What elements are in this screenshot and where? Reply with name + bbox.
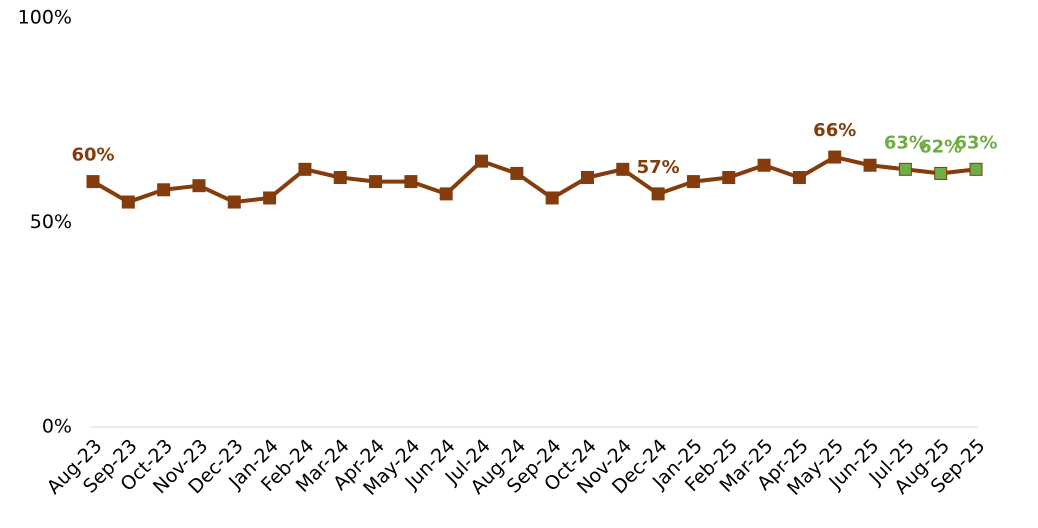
marker — [616, 162, 630, 176]
marker — [227, 195, 241, 209]
marker — [157, 183, 171, 197]
marker — [439, 187, 453, 201]
marker — [792, 171, 806, 185]
marker — [404, 175, 418, 189]
data-label: 63% — [884, 132, 927, 153]
marker — [369, 175, 383, 189]
marker — [86, 175, 100, 189]
marker — [969, 162, 983, 176]
y-tick-label: 100% — [18, 7, 72, 29]
marker — [686, 175, 700, 189]
marker — [722, 171, 736, 185]
data-label: 57% — [637, 157, 680, 178]
line — [91, 155, 977, 205]
marker — [263, 191, 277, 205]
marker — [333, 171, 347, 185]
data-label: 62% — [919, 136, 962, 157]
y-tick-label: 50% — [30, 211, 72, 233]
marker — [828, 150, 842, 164]
data-label: 66% — [813, 120, 856, 141]
marker — [545, 191, 559, 205]
marker — [898, 162, 912, 176]
data-label: 63% — [954, 132, 997, 153]
marker — [863, 158, 877, 172]
marker — [580, 171, 594, 185]
marker — [934, 166, 948, 180]
marker — [298, 162, 312, 176]
marker — [651, 187, 665, 201]
y-tick-label: 0% — [42, 416, 72, 438]
data-label: 60% — [71, 145, 114, 166]
marker — [192, 179, 206, 193]
marker — [757, 158, 771, 172]
marker — [510, 166, 524, 180]
marker — [475, 154, 489, 168]
marker — [121, 195, 135, 209]
